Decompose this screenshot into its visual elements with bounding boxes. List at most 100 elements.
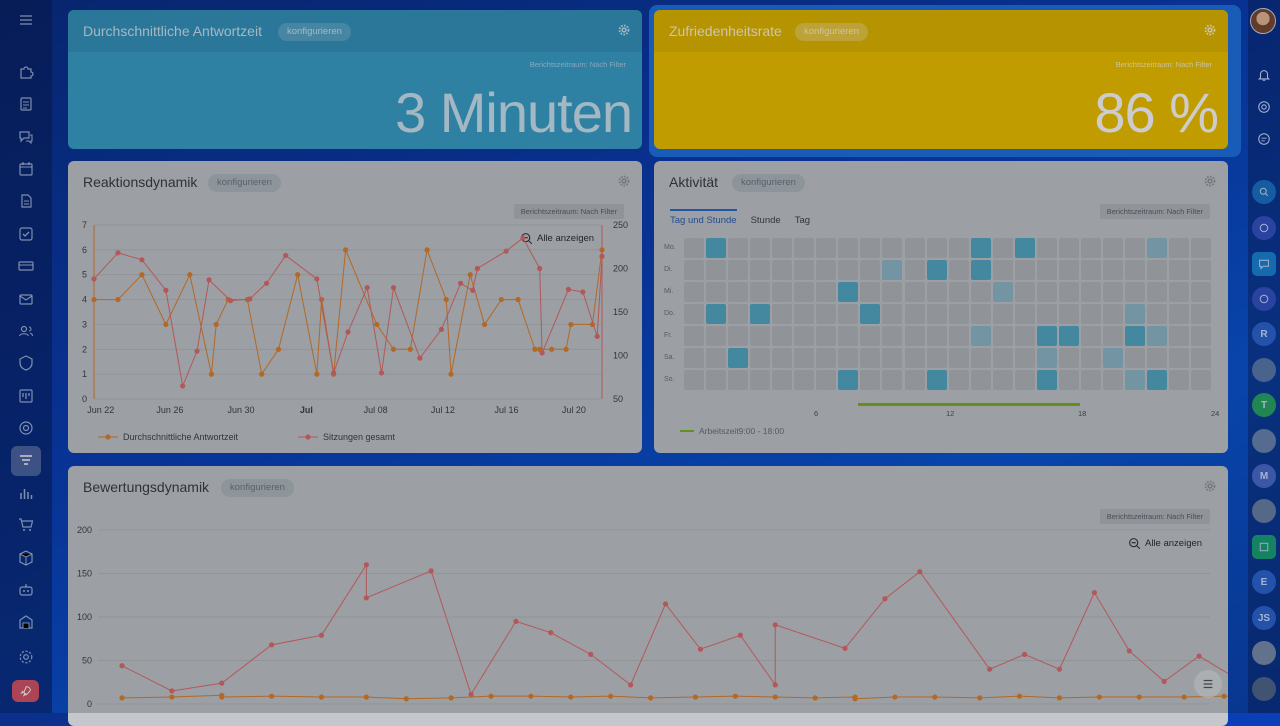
heatmap-cell[interactable] xyxy=(706,238,727,258)
heatmap-cell[interactable] xyxy=(816,282,837,303)
heatmap-cell[interactable] xyxy=(1125,326,1145,347)
gear-icon[interactable] xyxy=(1204,24,1216,36)
heatmap-cell[interactable] xyxy=(904,304,925,325)
heatmap-cell[interactable] xyxy=(1036,238,1057,258)
heatmap-cell[interactable] xyxy=(904,348,925,369)
heatmap-cell[interactable] xyxy=(1058,282,1079,303)
heatmap-cell[interactable] xyxy=(772,282,793,303)
heatmap-cell[interactable] xyxy=(816,304,837,325)
heatmap-cell[interactable] xyxy=(1102,326,1123,347)
heatmap-cell[interactable] xyxy=(1191,326,1212,347)
heatmap-cell[interactable] xyxy=(1102,370,1123,391)
heatmap-cell[interactable] xyxy=(948,260,969,281)
heatmap-cell[interactable] xyxy=(684,348,704,369)
contact-avatar-e[interactable]: E xyxy=(1252,570,1276,594)
heatmap-cell[interactable] xyxy=(1058,260,1079,281)
heatmap-cell[interactable] xyxy=(838,304,859,325)
heatmap-cell[interactable] xyxy=(926,238,947,258)
heatmap-cell[interactable] xyxy=(750,260,771,281)
avatar[interactable] xyxy=(1252,641,1276,665)
heatmap-cell[interactable] xyxy=(1147,282,1168,303)
heatmap-cell[interactable] xyxy=(1191,348,1212,369)
robot-icon[interactable] xyxy=(14,578,38,602)
heatmap-cell[interactable] xyxy=(860,238,881,258)
warehouse-icon[interactable] xyxy=(14,610,38,634)
heatmap-cell[interactable] xyxy=(706,370,727,391)
heatmap-cell[interactable] xyxy=(1169,348,1190,369)
heatmap-cell[interactable] xyxy=(882,304,903,325)
heatmap-cell[interactable] xyxy=(1125,304,1145,325)
show-all-button[interactable]: Alle anzeigen xyxy=(1128,537,1202,550)
heatmap-cell[interactable] xyxy=(728,304,749,325)
heatmap-cell[interactable] xyxy=(706,282,727,303)
heatmap-cell[interactable] xyxy=(992,326,1013,347)
heatmap-cell[interactable] xyxy=(1014,348,1035,369)
heatmap-cell[interactable] xyxy=(992,238,1013,258)
heatmap-cell[interactable] xyxy=(926,348,947,369)
funnel-icon[interactable] xyxy=(14,449,38,473)
heatmap-cell[interactable] xyxy=(992,282,1013,303)
avatar[interactable] xyxy=(1252,499,1276,523)
heatmap-cell[interactable] xyxy=(1036,304,1057,325)
heatmap-cell[interactable] xyxy=(882,282,903,303)
heatmap-cell[interactable] xyxy=(706,326,727,347)
puzzle-icon[interactable] xyxy=(14,60,38,84)
message-icon[interactable] xyxy=(1252,252,1276,276)
heatmap-cell[interactable] xyxy=(1102,348,1123,369)
heatmap-cell[interactable] xyxy=(948,238,969,258)
heatmap-cell[interactable] xyxy=(1125,238,1145,258)
heatmap-cell[interactable] xyxy=(816,326,837,347)
heatmap-cell[interactable] xyxy=(838,238,859,258)
heatmap-cell[interactable] xyxy=(992,370,1013,391)
heatmap-cell[interactable] xyxy=(860,304,881,325)
heatmap-cell[interactable] xyxy=(772,260,793,281)
heatmap-cell[interactable] xyxy=(838,260,859,281)
heatmap-cell[interactable] xyxy=(750,282,771,303)
app-icon[interactable] xyxy=(1252,287,1276,311)
contact-avatar-js[interactable]: JS xyxy=(1252,606,1276,630)
heatmap-cell[interactable] xyxy=(860,282,881,303)
heatmap-cell[interactable] xyxy=(1147,326,1168,347)
heatmap-cell[interactable] xyxy=(816,370,837,391)
heatmap-cell[interactable] xyxy=(904,282,925,303)
heatmap-cell[interactable] xyxy=(750,326,771,347)
heatmap-cell[interactable] xyxy=(970,282,991,303)
feed-icon[interactable] xyxy=(14,92,38,116)
heatmap-cell[interactable] xyxy=(992,304,1013,325)
heatmap-cell[interactable] xyxy=(684,260,704,281)
heatmap-cell[interactable] xyxy=(860,348,881,369)
heatmap-cell[interactable] xyxy=(684,326,704,347)
gear-icon[interactable] xyxy=(618,24,630,36)
bell-icon[interactable] xyxy=(1252,63,1276,87)
heatmap-cell[interactable] xyxy=(728,348,749,369)
heatmap-cell[interactable] xyxy=(684,304,704,325)
tasks-icon[interactable] xyxy=(14,222,38,246)
heatmap-cell[interactable] xyxy=(1102,238,1123,258)
target-icon[interactable] xyxy=(1252,95,1276,119)
heatmap-cell[interactable] xyxy=(904,370,925,391)
kanban-icon[interactable] xyxy=(14,384,38,408)
chat-icon[interactable] xyxy=(1252,535,1276,559)
heatmap-cell[interactable] xyxy=(948,304,969,325)
heatmap-cell[interactable] xyxy=(1102,282,1123,303)
configure-button[interactable]: konfigurieren xyxy=(208,174,281,192)
avatar[interactable] xyxy=(1252,677,1276,701)
heatmap-cell[interactable] xyxy=(1125,370,1145,391)
heatmap-cell[interactable] xyxy=(1169,370,1190,391)
heatmap-cell[interactable] xyxy=(1036,326,1057,347)
heatmap-cell[interactable] xyxy=(1014,260,1035,281)
app-icon[interactable] xyxy=(1252,216,1276,240)
heatmap-cell[interactable] xyxy=(1080,348,1101,369)
heatmap-cell[interactable] xyxy=(1058,326,1079,347)
heatmap-cell[interactable] xyxy=(1058,370,1079,391)
contacts-icon[interactable] xyxy=(14,319,38,343)
gear-icon[interactable] xyxy=(1204,480,1216,492)
heatmap-cell[interactable] xyxy=(970,326,991,347)
heatmap-cell[interactable] xyxy=(1125,282,1145,303)
heatmap-cell[interactable] xyxy=(948,370,969,391)
gear-icon[interactable] xyxy=(1204,175,1216,187)
tab-hour[interactable]: Stunde xyxy=(750,215,781,226)
heatmap-cell[interactable] xyxy=(1080,370,1101,391)
heatmap-cell[interactable] xyxy=(728,326,749,347)
heatmap-cell[interactable] xyxy=(728,370,749,391)
